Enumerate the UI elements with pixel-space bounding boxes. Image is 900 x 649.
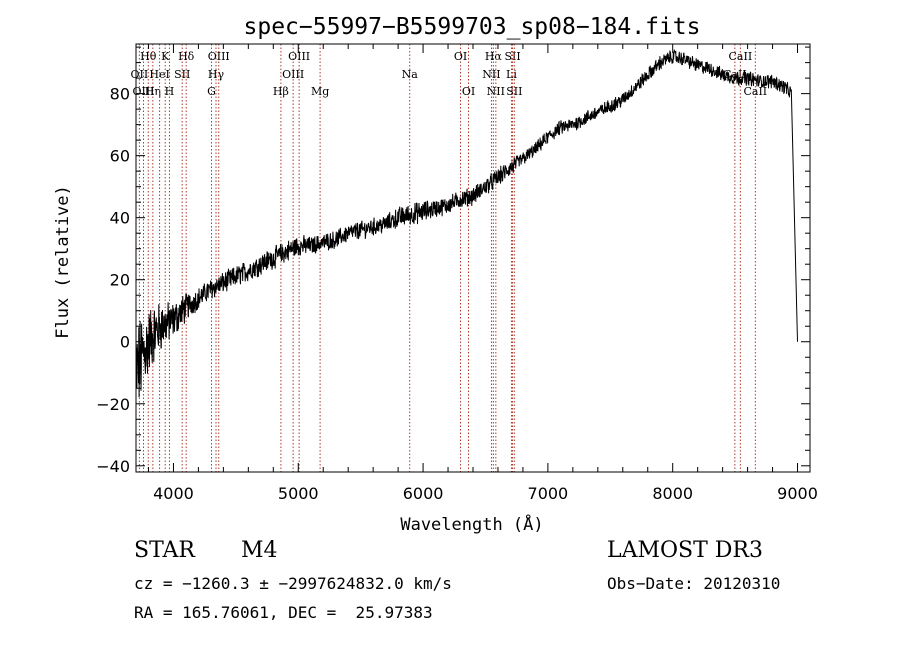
line-label-17: OI [454, 50, 467, 63]
line-label-7: SII [174, 68, 190, 81]
spectrum-series [135, 48, 798, 398]
line-label-11: OIII [208, 50, 230, 63]
line-label-15: Mg [311, 85, 329, 98]
line-label-2: Hη [145, 85, 161, 98]
observation-date: Obs−Date: 20120310 [607, 574, 781, 593]
chart-title: spec−55997−B5599703_sp08−184.fits [244, 14, 701, 40]
y-tick-label-3: 20 [110, 271, 130, 290]
plot-frame [135, 43, 811, 473]
line-label-6: H [165, 85, 175, 98]
x-tick-label-7000: 7000 [528, 484, 569, 503]
line-label-9: G [207, 85, 216, 98]
y-tick-label-4: 40 [110, 209, 130, 228]
line-label-1: OII [131, 68, 149, 81]
line-label-5: K [161, 50, 170, 63]
y-tick-label-2: 0 [120, 333, 130, 352]
x-tick-label-9000: 9000 [777, 484, 818, 503]
line-label-20: Hα [485, 50, 503, 63]
line-label-14: OIII [288, 50, 310, 63]
plot-axes: 4000 5000 6000 7000 8000 9000 −40 −20 0 20 40 60 80 [96, 43, 818, 503]
x-tick-label-6000: 6000 [403, 484, 444, 503]
line-label-13: OIII [282, 68, 304, 81]
line-label-4: HeI [149, 68, 169, 81]
line-label-3: OIII [132, 85, 154, 98]
y-tick-label-0: −40 [96, 457, 130, 476]
line-label-16: Na [402, 68, 419, 81]
line-label-21: NII [487, 85, 505, 98]
x-tick-label-4000: 4000 [153, 484, 194, 503]
spectrum-line [135, 48, 798, 398]
line-label-19: NII [482, 68, 500, 81]
line-label-22: Li [506, 68, 517, 81]
y-axis-label: Flux (relative) [53, 185, 73, 339]
line-label-18: OI [462, 85, 475, 98]
line-label-0: Hθ [140, 50, 157, 63]
x-axis-label: Wavelength (Å) [400, 513, 543, 535]
y-tick-label-5: 60 [110, 147, 130, 166]
ra-dec-coordinates: RA = 165.76061, DEC = 25.97383 [134, 603, 433, 622]
x-tick-label-8000: 8000 [652, 484, 693, 503]
survey-name: LAMOST DR3 [607, 538, 763, 563]
emission-line-markers: HθOIIHηOIIIHeIKHSIIHδGHγOIIIHβOIIIOIIIMg… [131, 44, 767, 472]
line-label-27: CaII [743, 85, 767, 98]
line-label-26: CaII [729, 50, 753, 63]
y-tick-label-6: 80 [110, 85, 130, 104]
redshift-cz: cz = −1260.3 ± −2997624832.0 km/s [134, 574, 452, 593]
line-label-10: Hγ [208, 68, 225, 81]
y-tick-label-1: −20 [96, 395, 130, 414]
line-label-23: SII [504, 50, 520, 63]
line-label-24: SII [506, 85, 522, 98]
object-subclass: M4 [241, 538, 278, 563]
x-tick-label-5000: 5000 [278, 484, 319, 503]
line-label-8: Hδ [178, 50, 195, 63]
line-label-12: Hβ [273, 85, 289, 98]
object-type: STAR [134, 538, 195, 563]
